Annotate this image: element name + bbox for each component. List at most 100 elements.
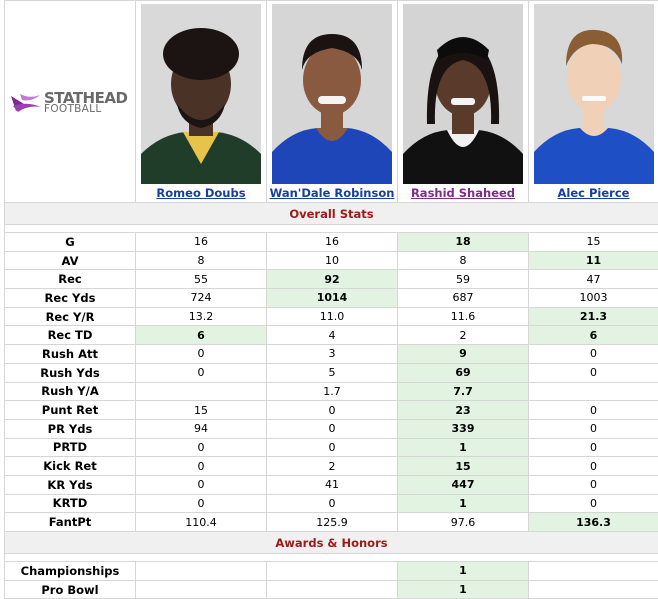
stat-label: Rec	[5, 270, 136, 289]
stat-value: 11.0	[267, 307, 398, 326]
stat-label: AV	[5, 251, 136, 270]
stat-value: 0	[529, 438, 658, 457]
stat-value: 15	[529, 233, 658, 252]
player-name-link[interactable]: Wan'Dale Robinson	[267, 186, 397, 200]
stat-value: 10	[267, 251, 398, 270]
stat-value: 447	[398, 475, 529, 494]
stat-value: 4	[267, 326, 398, 345]
player-photo[interactable]	[534, 4, 654, 184]
stat-label: FantPt	[5, 513, 136, 532]
stat-label: Kick Ret	[5, 457, 136, 476]
stat-value: 1	[398, 438, 529, 457]
player-column-1: Romeo Doubs	[136, 1, 267, 203]
section-spacer	[5, 225, 658, 233]
stat-value: 8	[136, 251, 267, 270]
stat-label: KRTD	[5, 494, 136, 513]
player-column-4: Alec Pierce	[529, 1, 658, 203]
stat-value: 3	[267, 345, 398, 364]
stat-value: 0	[529, 401, 658, 420]
stat-label: KR Yds	[5, 475, 136, 494]
stat-value: 11.6	[398, 307, 529, 326]
stat-value	[136, 562, 267, 581]
stat-value: 0	[136, 457, 267, 476]
stat-label: Championships	[5, 562, 136, 581]
player-name-link[interactable]: Romeo Doubs	[136, 186, 266, 200]
player-name-link[interactable]: Alec Pierce	[529, 186, 658, 200]
stat-label: Rec TD	[5, 326, 136, 345]
stat-value: 2	[398, 326, 529, 345]
stat-label: Rush Yds	[5, 363, 136, 382]
stat-label: PR Yds	[5, 419, 136, 438]
stat-value: 0	[529, 363, 658, 382]
stat-value	[529, 580, 658, 599]
player-photo[interactable]	[403, 4, 523, 184]
stat-value: 0	[267, 419, 398, 438]
section-header-overall: Overall Stats	[5, 203, 658, 225]
stat-value	[529, 562, 658, 581]
stat-value: 0	[267, 494, 398, 513]
stat-value: 0	[529, 345, 658, 364]
stat-value: 1003	[529, 289, 658, 308]
stat-value: 18	[398, 233, 529, 252]
player-photo[interactable]	[141, 4, 261, 184]
player-column-3: Rashid Shaheed	[398, 1, 529, 203]
player-column-2: Wan'Dale Robinson	[267, 1, 398, 203]
stat-value: 21.3	[529, 307, 658, 326]
stat-value: 1	[398, 494, 529, 513]
section-title: Overall Stats	[5, 203, 658, 225]
stat-label: Rec Yds	[5, 289, 136, 308]
stat-value: 0	[136, 438, 267, 457]
stat-label: Rush Y/A	[5, 382, 136, 401]
stat-value: 2	[267, 457, 398, 476]
section-spacer	[5, 554, 658, 562]
section-header-awards: Awards & Honors	[5, 532, 658, 554]
player-name-link[interactable]: Rashid Shaheed	[398, 186, 528, 200]
stat-value: 1014	[267, 289, 398, 308]
stat-value: 0	[136, 345, 267, 364]
stat-value: 11	[529, 251, 658, 270]
stat-value: 0	[529, 419, 658, 438]
stat-value: 6	[136, 326, 267, 345]
stat-value: 92	[267, 270, 398, 289]
stat-value: 5	[267, 363, 398, 382]
stat-value: 724	[136, 289, 267, 308]
stat-value	[136, 580, 267, 599]
stat-value: 1	[398, 580, 529, 599]
stat-value	[529, 382, 658, 401]
stat-value: 0	[529, 457, 658, 476]
stat-value: 0	[267, 438, 398, 457]
stat-value: 339	[398, 419, 529, 438]
stat-value: 687	[398, 289, 529, 308]
stat-value: 110.4	[136, 513, 267, 532]
stat-value: 55	[136, 270, 267, 289]
stat-value: 0	[136, 475, 267, 494]
stathead-football-logo[interactable]: STATHEAD FOOTBALL	[10, 89, 132, 115]
stat-value: 9	[398, 345, 529, 364]
player-photo[interactable]	[272, 4, 392, 184]
stat-label: Punt Ret	[5, 401, 136, 420]
logo-cell: STATHEAD FOOTBALL	[5, 1, 136, 203]
stat-label: Rush Att	[5, 345, 136, 364]
stat-value	[136, 382, 267, 401]
stat-value: 69	[398, 363, 529, 382]
logo-text-football: FOOTBALL	[44, 103, 101, 115]
stat-label: G	[5, 233, 136, 252]
stat-value: 1.7	[267, 382, 398, 401]
stat-value: 0	[267, 401, 398, 420]
stat-label: Rec Y/R	[5, 307, 136, 326]
